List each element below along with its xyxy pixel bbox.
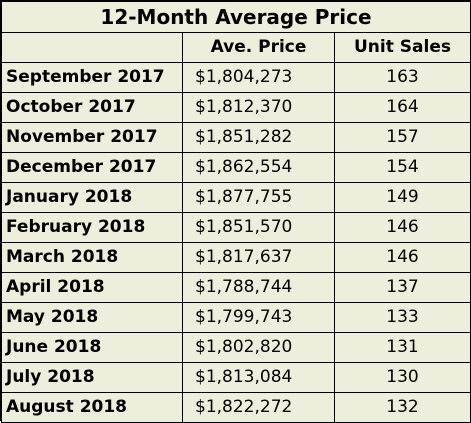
unit-sales-cell: 137 (334, 272, 471, 303)
price-cell: $1,788,744 (182, 272, 335, 303)
table-row: November 2017 $1,851,282 157 (1, 122, 471, 153)
table-title: 12-Month Average Price (1, 1, 471, 33)
unit-sales-cell: 157 (334, 122, 471, 153)
month-cell: January 2018 (1, 182, 183, 213)
price-cell: $1,851,570 (182, 212, 335, 243)
table-row: April 2018 $1,788,744 137 (1, 272, 471, 303)
price-cell: $1,862,554 (182, 152, 335, 183)
table-row: September 2017 $1,804,273 163 (1, 62, 471, 93)
month-cell: October 2017 (1, 92, 183, 123)
table-body: September 2017 $1,804,273 163 October 20… (1, 62, 471, 423)
month-cell: June 2018 (1, 332, 183, 363)
unit-sales-cell: 130 (334, 362, 471, 393)
month-cell: July 2018 (1, 362, 183, 393)
price-cell: $1,813,084 (182, 362, 335, 393)
month-cell: February 2018 (1, 212, 183, 243)
table-row: February 2018 $1,851,570 146 (1, 212, 471, 243)
unit-sales-cell: 163 (334, 62, 471, 93)
month-cell: November 2017 (1, 122, 183, 153)
price-cell: $1,802,820 (182, 332, 335, 363)
unit-sales-cell: 164 (334, 92, 471, 123)
unit-sales-cell: 146 (334, 212, 471, 243)
table-row: December 2017 $1,862,554 154 (1, 152, 471, 183)
column-header-unit-sales: Unit Sales (334, 32, 471, 63)
unit-sales-cell: 132 (334, 392, 471, 423)
table-header-row: Ave. Price Unit Sales (1, 32, 471, 63)
table-row: January 2018 $1,877,755 149 (1, 182, 471, 213)
month-cell: August 2018 (1, 392, 183, 423)
month-cell: December 2017 (1, 152, 183, 183)
table-row: May 2018 $1,799,743 133 (1, 302, 471, 333)
table-row: March 2018 $1,817,637 146 (1, 242, 471, 273)
month-cell: September 2017 (1, 62, 183, 93)
table-row: October 2017 $1,812,370 164 (1, 92, 471, 123)
month-cell: April 2018 (1, 272, 183, 303)
column-header-ave-price: Ave. Price (182, 32, 335, 63)
unit-sales-cell: 154 (334, 152, 471, 183)
price-cell: $1,817,637 (182, 242, 335, 273)
table-row: June 2018 $1,802,820 131 (1, 332, 471, 363)
column-header-month (1, 32, 183, 63)
price-cell: $1,799,743 (182, 302, 335, 333)
price-cell: $1,851,282 (182, 122, 335, 153)
table-row: August 2018 $1,822,272 132 (1, 392, 471, 423)
month-cell: March 2018 (1, 242, 183, 273)
unit-sales-cell: 131 (334, 332, 471, 363)
price-cell: $1,877,755 (182, 182, 335, 213)
unit-sales-cell: 146 (334, 242, 471, 273)
unit-sales-cell: 133 (334, 302, 471, 333)
table-row: July 2018 $1,813,084 130 (1, 362, 471, 393)
table-title-row: 12-Month Average Price (1, 1, 471, 33)
price-cell: $1,822,272 (182, 392, 335, 423)
price-cell: $1,812,370 (182, 92, 335, 123)
price-cell: $1,804,273 (182, 62, 335, 93)
month-cell: May 2018 (1, 302, 183, 333)
unit-sales-cell: 149 (334, 182, 471, 213)
